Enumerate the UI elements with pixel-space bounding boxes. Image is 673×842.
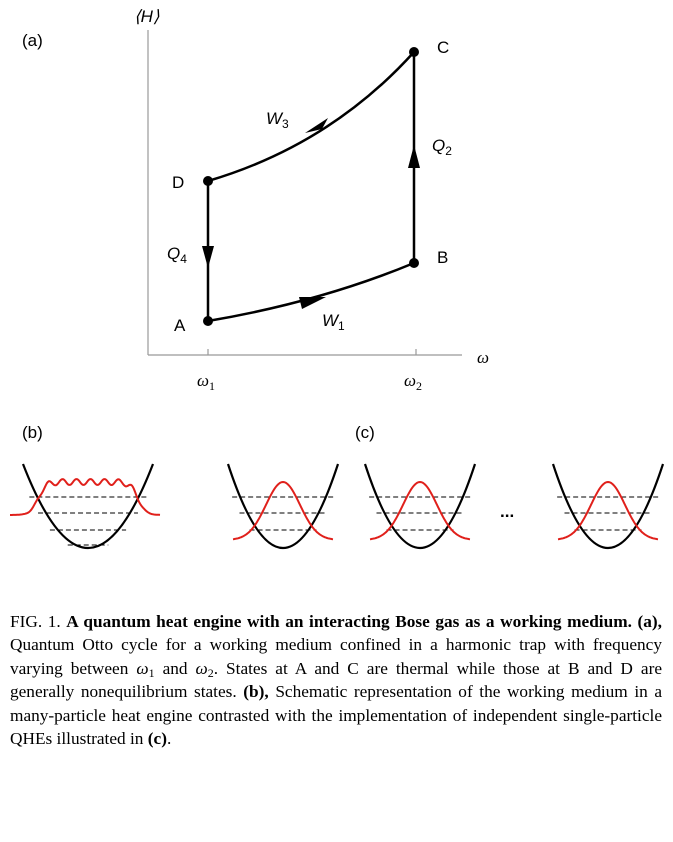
caption-text: . — [166, 729, 172, 749]
x-axis-label: ω — [477, 348, 489, 367]
process-label: Q2 — [432, 136, 452, 158]
point-label: D — [172, 173, 184, 192]
caption-title: A quantum heat engine with an interactin… — [66, 612, 632, 631]
symbol: ω — [136, 658, 149, 678]
wells — [10, 463, 665, 549]
trap — [21, 463, 155, 549]
process-label: W1 — [322, 311, 345, 333]
axes — [147, 30, 462, 356]
panel-label: (a) — [22, 31, 43, 50]
density — [10, 478, 161, 516]
panel-label: (b) — [22, 423, 43, 442]
process-label: W3 — [266, 109, 289, 131]
x-tick-label: ω1 — [197, 371, 215, 393]
point-label: C — [437, 38, 449, 57]
subscript: 2 — [207, 665, 214, 680]
caption-text: Quantum Otto cycle for a working medium … — [10, 635, 662, 678]
subscript: 1 — [148, 665, 155, 680]
panel-ref: (a), — [637, 612, 662, 631]
cycle — [206, 51, 416, 323]
panel-ref: (c) — [147, 729, 167, 749]
panel-label: (c) — [355, 423, 375, 442]
trap — [363, 463, 477, 549]
trap — [226, 463, 340, 549]
density — [232, 480, 334, 541]
symbol: ω — [195, 658, 208, 678]
ellipsis: ... — [500, 502, 514, 521]
point-label: A — [174, 316, 186, 335]
panel-ref: (b), — [243, 682, 269, 702]
caption: FIG. 1. A quantum heat engine with an in… — [10, 610, 662, 750]
arrows — [202, 118, 420, 309]
caption-text: and — [162, 658, 188, 678]
process-label: Q4 — [167, 244, 187, 266]
caption-text: . States at A and C are thermal while th… — [10, 658, 662, 702]
point-label: B — [437, 248, 448, 267]
fig-label: FIG. 1. — [10, 612, 61, 631]
points — [203, 47, 419, 326]
figure: (a) ⟨H⟩ ω ω1 ω2 A B C D W1 Q2 W3 Q4 (b) … — [10, 7, 665, 549]
x-tick-label: ω2 — [404, 371, 422, 393]
trap — [551, 463, 665, 549]
caption-text: Schematic representation of the working … — [10, 682, 662, 749]
density — [369, 480, 471, 541]
density — [557, 480, 659, 541]
y-axis-label: ⟨H⟩ — [134, 7, 160, 26]
